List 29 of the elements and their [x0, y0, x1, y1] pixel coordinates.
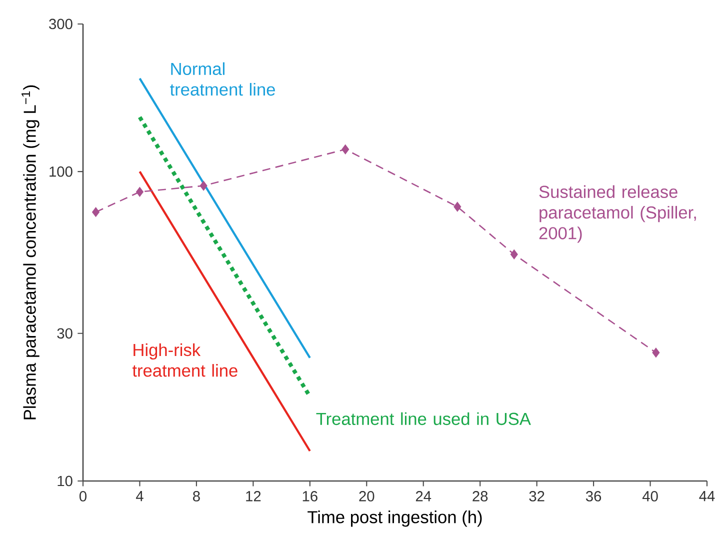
point — [92, 207, 100, 217]
point — [454, 202, 462, 212]
point — [652, 348, 660, 358]
x-axis-title: Time post ingestion (h) — [308, 510, 482, 527]
series-label: Sustained release paracetamol (Spiller, 2001) — [539, 185, 696, 243]
point — [342, 144, 350, 154]
x-tick-label: 24 — [416, 491, 432, 502]
x-tick-label: 32 — [529, 491, 544, 502]
series-label: High-risk treatment line — [132, 343, 238, 377]
y-tick-label: 30 — [57, 328, 72, 339]
x-tick-label: 8 — [193, 491, 200, 502]
y-axis-title: Plasma paracetamol concentration (mg L$^{−1}$) — [22, 85, 40, 420]
x-tick-label: 4 — [136, 491, 144, 502]
x-tick-label: 12 — [246, 491, 261, 502]
x-tick-label: 36 — [586, 491, 602, 502]
point — [136, 187, 144, 197]
x-tick-label: 16 — [302, 491, 318, 502]
point — [200, 181, 208, 190]
x-tick-label: 20 — [359, 491, 374, 502]
y-tick-label: 300 — [49, 18, 72, 30]
series-label: Normal treatment line — [170, 62, 275, 96]
series-label: Treatment line used in USA — [316, 412, 531, 426]
y-tick-label: 100 — [50, 166, 72, 177]
x-tick-label: 0 — [79, 491, 86, 502]
y-tick-label: 10 — [58, 476, 72, 486]
x-tick-label: 44 — [699, 491, 715, 502]
x-tick-label: 28 — [472, 491, 488, 502]
x-tick-label: 40 — [642, 491, 658, 502]
point — [510, 250, 518, 260]
